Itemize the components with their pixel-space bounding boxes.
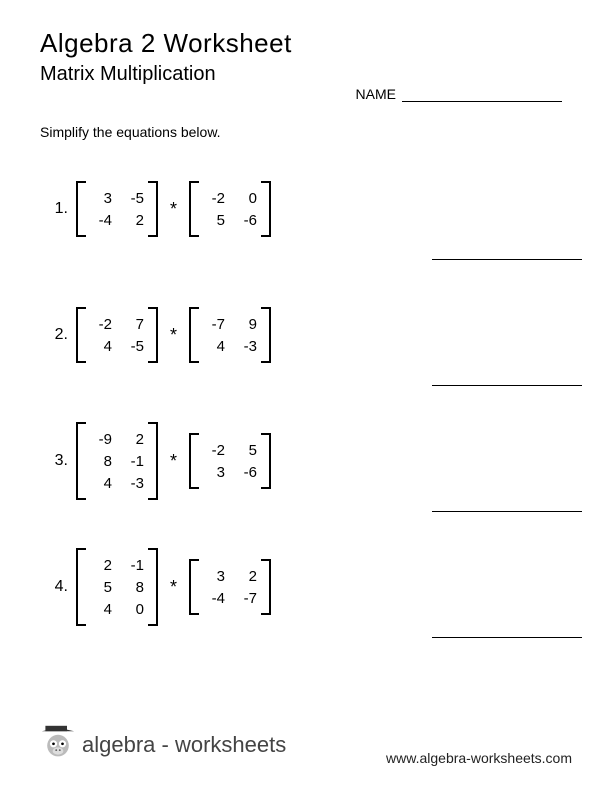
bracket-left — [189, 433, 199, 489]
instruction-text: Simplify the equations below. — [40, 124, 572, 140]
matrix-cell: -6 — [235, 212, 257, 229]
bracket-right — [148, 422, 158, 500]
matrix-grid: 3 -5 -4 2 — [86, 181, 148, 237]
answer-blank-line[interactable] — [432, 385, 582, 386]
bracket-right — [261, 559, 271, 615]
problem-row: 1. 3 -5 -4 2 * -2 05 -6 — [40, 164, 572, 254]
matrix-cell: 5 — [235, 442, 257, 459]
operator: * — [170, 325, 177, 346]
bracket-right — [261, 433, 271, 489]
name-label: NAME — [356, 86, 396, 102]
matrix-cell: -5 — [122, 338, 144, 355]
matrix-cell: 0 — [122, 601, 144, 618]
matrix-cell: -2 — [203, 442, 225, 459]
matrix-cell: -2 — [90, 316, 112, 333]
bracket-right — [148, 307, 158, 363]
matrix-grid: -9 28 -1 4 -3 — [86, 422, 148, 500]
matrix-cell: -5 — [122, 190, 144, 207]
worksheet-title: Algebra 2 Worksheet — [40, 28, 572, 59]
matrix-grid: -7 94 -3 — [199, 307, 261, 363]
matrix-cell: -4 — [203, 590, 225, 607]
matrix-grid: 2 -1 5840 — [86, 548, 148, 626]
matrix-cell: -9 — [90, 431, 112, 448]
matrix-cell: 9 — [235, 316, 257, 333]
operator: * — [170, 199, 177, 220]
matrix-grid: -2 74 -5 — [86, 307, 148, 363]
bracket-left — [189, 181, 199, 237]
matrix-cell: 2 — [235, 568, 257, 585]
matrix: -7 94 -3 — [189, 307, 271, 363]
problem-number: 4. — [40, 578, 68, 596]
footer-url: www.algebra-worksheets.com — [386, 750, 572, 766]
problem-number: 1. — [40, 200, 68, 218]
matrix-cell: -2 — [203, 190, 225, 207]
matrix-cell: 3 — [203, 464, 225, 481]
answer-blank-line[interactable] — [432, 259, 582, 260]
bracket-left — [76, 181, 86, 237]
matrix: 32 -4 -7 — [189, 559, 271, 615]
bracket-right — [261, 181, 271, 237]
matrix-cell: 4 — [90, 338, 112, 355]
matrix: 2 -1 5840 — [76, 548, 158, 626]
bracket-left — [76, 307, 86, 363]
matrix-cell: -1 — [122, 557, 144, 574]
matrix-cell: 2 — [122, 212, 144, 229]
matrix: -2 05 -6 — [189, 181, 271, 237]
matrix: -9 28 -1 4 -3 — [76, 422, 158, 500]
bracket-left — [76, 422, 86, 500]
brand-text: algebra - worksheets — [82, 732, 286, 758]
operator: * — [170, 451, 177, 472]
matrix-cell: -6 — [235, 464, 257, 481]
answer-blank-line[interactable] — [432, 511, 582, 512]
bracket-left — [189, 307, 199, 363]
problems-container: 1.3-5-42*-205-62.-274-5*-794-33.-928-14-… — [40, 164, 572, 632]
matrix-cell: -1 — [122, 453, 144, 470]
matrix-cell: -4 — [90, 212, 112, 229]
bracket-right — [148, 548, 158, 626]
matrix: -2 74 -5 — [76, 307, 158, 363]
operator: * — [170, 577, 177, 598]
matrix-cell: -7 — [235, 590, 257, 607]
name-blank-line[interactable] — [402, 88, 562, 102]
matrix-cell: 2 — [90, 557, 112, 574]
matrix-cell: -3 — [235, 338, 257, 355]
matrix-cell: 0 — [235, 190, 257, 207]
matrix-cell: 5 — [203, 212, 225, 229]
matrix-cell: 2 — [122, 431, 144, 448]
matrix-cell: 4 — [90, 475, 112, 492]
bracket-left — [76, 548, 86, 626]
mascot-icon — [40, 724, 76, 766]
brand-logo: algebra - worksheets — [40, 724, 286, 766]
bracket-right — [148, 181, 158, 237]
matrix-cell: 5 — [90, 579, 112, 596]
problem-row: 3. -9 28 -1 4 -3 * -2 53 -6 — [40, 416, 572, 506]
matrix-cell: 4 — [90, 601, 112, 618]
page-footer: algebra - worksheets www.algebra-workshe… — [40, 724, 572, 766]
matrix-grid: 32 -4 -7 — [199, 559, 261, 615]
matrix-cell: -7 — [203, 316, 225, 333]
matrix: -2 53 -6 — [189, 433, 271, 489]
matrix-cell: 3 — [203, 568, 225, 585]
bracket-right — [261, 307, 271, 363]
name-field: NAME — [356, 86, 562, 102]
problem-number: 2. — [40, 326, 68, 344]
problem-number: 3. — [40, 452, 68, 470]
problem-row: 4.2-15840*32-4-7 — [40, 542, 572, 632]
matrix-cell: 4 — [203, 338, 225, 355]
worksheet-subtitle: Matrix Multiplication — [40, 63, 572, 86]
bracket-left — [189, 559, 199, 615]
problem-row: 2.-274-5*-794-3 — [40, 290, 572, 380]
matrix-cell: -3 — [122, 475, 144, 492]
matrix: 3 -5 -4 2 — [76, 181, 158, 237]
matrix-grid: -2 05 -6 — [199, 181, 261, 237]
matrix-grid: -2 53 -6 — [199, 433, 261, 489]
matrix-cell: 7 — [122, 316, 144, 333]
answer-blank-line[interactable] — [432, 637, 582, 638]
matrix-cell: 8 — [122, 579, 144, 596]
matrix-cell: 3 — [90, 190, 112, 207]
matrix-cell: 8 — [90, 453, 112, 470]
